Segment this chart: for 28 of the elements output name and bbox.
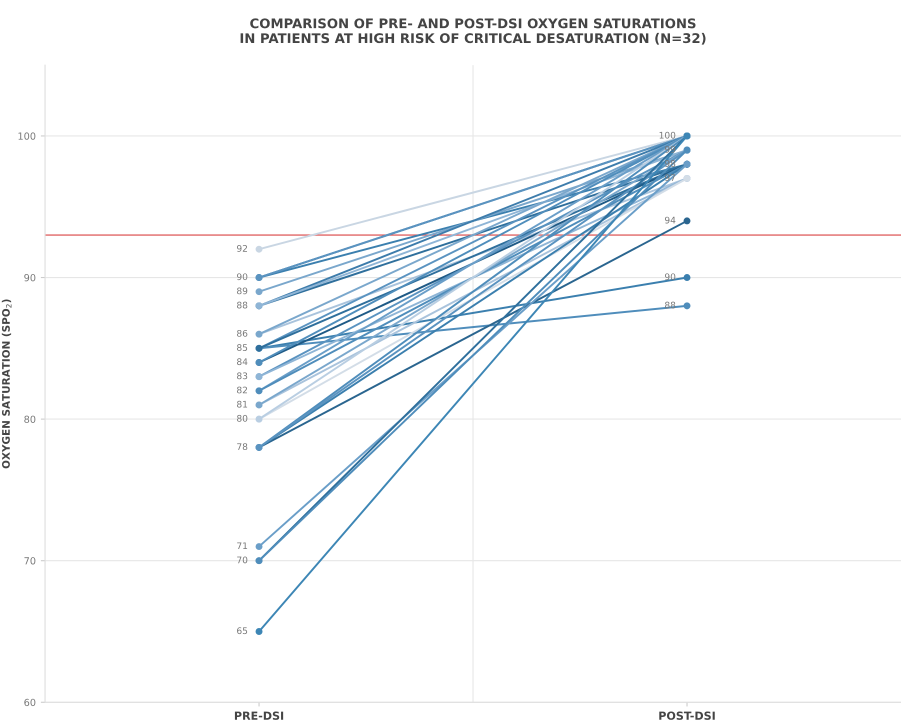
data-label: 78 bbox=[237, 443, 248, 450]
data-label: 88 bbox=[237, 302, 248, 308]
data-label: 82 bbox=[237, 386, 248, 394]
y-tick-label: 60 bbox=[24, 698, 36, 706]
y-tick-label: 90 bbox=[24, 274, 36, 282]
data-label: 81 bbox=[237, 400, 248, 408]
data-label: 90 bbox=[237, 273, 248, 280]
y-tick-label: 70 bbox=[24, 557, 36, 565]
data-label: 97 bbox=[664, 174, 676, 182]
x-tick-label: PRE-DSI bbox=[234, 712, 284, 720]
data-label: 92 bbox=[237, 245, 248, 252]
y-tick-label: 80 bbox=[24, 416, 36, 423]
data-label: 86 bbox=[237, 330, 248, 337]
data-label: 94 bbox=[664, 216, 676, 224]
data-label: 84 bbox=[237, 358, 248, 366]
data-label: 83 bbox=[237, 372, 248, 380]
data-label: 65 bbox=[237, 627, 248, 634]
x-tick-label: POST-DSI bbox=[659, 712, 715, 720]
data-label: 89 bbox=[237, 287, 248, 294]
data-label: 85 bbox=[237, 344, 248, 351]
data-label: 90 bbox=[664, 273, 676, 280]
y-tick-label: 100 bbox=[18, 132, 36, 140]
data-label: 80 bbox=[237, 414, 248, 422]
data-label: 71 bbox=[237, 542, 248, 550]
y-axis-title: OXYGEN SATURATION (SPO$_{2}$) bbox=[2, 299, 12, 468]
data-label: 70 bbox=[237, 556, 248, 564]
data-label: 100 bbox=[660, 132, 676, 139]
chart-title: COMPARISON OF PRE- AND POST-DSI OXYGEN SATURATIONS IN PATIENTS AT HIGH RISK OF CRITICAL DESATURATION (N=32) bbox=[240, 18, 706, 45]
